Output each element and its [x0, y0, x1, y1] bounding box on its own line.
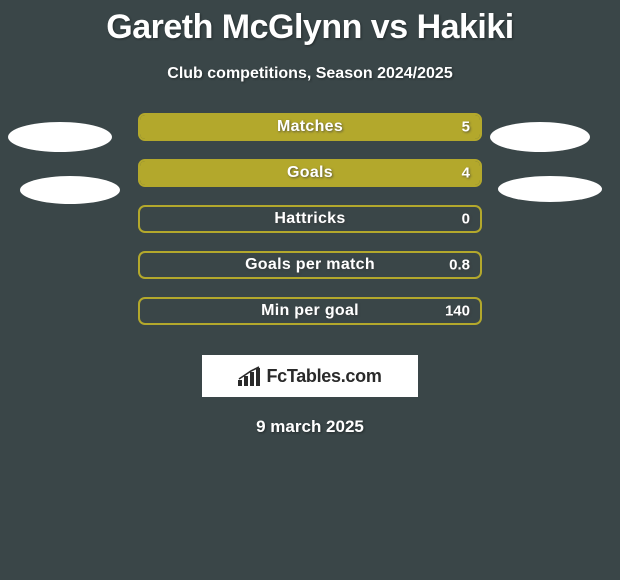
bar-label: Hattricks	[140, 210, 480, 228]
decorative-ellipse	[490, 122, 590, 152]
bar-label: Matches	[140, 118, 480, 136]
bar-row: Matches5	[138, 113, 482, 141]
bar-list: Matches5Goals4Hattricks0Goals per match0…	[138, 113, 482, 343]
brand-text: FcTables.com	[266, 366, 381, 387]
bar-value: 0	[462, 211, 470, 228]
date-text: 9 march 2025	[0, 417, 620, 437]
bar-value: 5	[462, 119, 470, 136]
bar-value: 140	[445, 303, 470, 320]
bar-label: Min per goal	[140, 302, 480, 320]
decorative-ellipse	[498, 176, 602, 202]
decorative-ellipse	[8, 122, 112, 152]
branding-box: FcTables.com	[202, 355, 418, 397]
bar-label: Goals	[140, 164, 480, 182]
bar-row: Hattricks0	[138, 205, 482, 233]
branding-inner: FcTables.com	[238, 366, 381, 387]
subtitle: Club competitions, Season 2024/2025	[0, 65, 620, 83]
bar-row: Goals per match0.8	[138, 251, 482, 279]
chart-bars-icon	[238, 366, 262, 386]
bar-row: Min per goal140	[138, 297, 482, 325]
bar-label: Goals per match	[140, 256, 480, 274]
bar-value: 0.8	[449, 257, 470, 274]
decorative-ellipse	[20, 176, 120, 204]
page-title: Gareth McGlynn vs Hakiki	[0, 0, 620, 47]
bar-row: Goals4	[138, 159, 482, 187]
bar-value: 4	[462, 165, 470, 182]
